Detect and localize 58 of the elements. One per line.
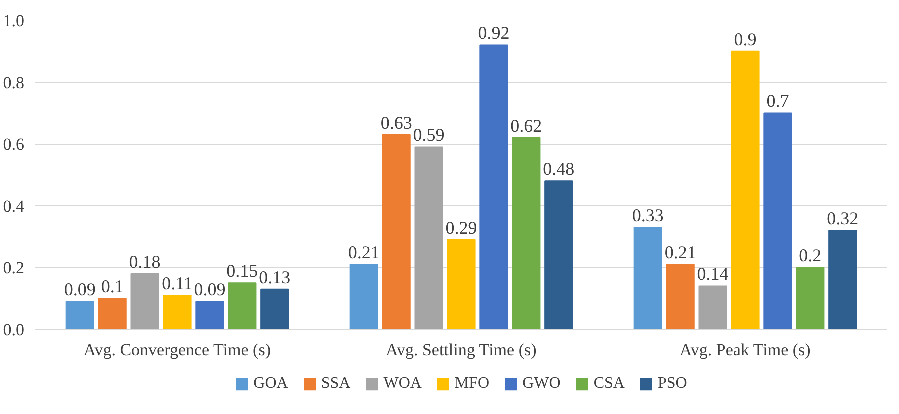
data-label: 0.7 xyxy=(766,91,790,112)
bar xyxy=(698,286,728,330)
bar xyxy=(731,50,760,330)
bar xyxy=(260,288,290,330)
data-label: 0.32 xyxy=(827,208,859,229)
bar xyxy=(764,112,792,330)
bar xyxy=(480,44,508,330)
bar xyxy=(666,264,695,330)
data-label: 0.21 xyxy=(348,242,380,263)
data-label: 0.18 xyxy=(129,252,161,272)
data-label: 0.1 xyxy=(101,276,124,297)
bar xyxy=(228,282,257,330)
bar xyxy=(796,267,825,330)
y-tick-label: 0.0 xyxy=(3,320,24,340)
bar xyxy=(634,227,662,330)
bar xyxy=(544,180,574,330)
data-label: 0.63 xyxy=(380,112,412,133)
y-tick-label: 0.6 xyxy=(3,135,24,154)
x-tick-label: Avg. Convergence Time (s) xyxy=(84,340,272,360)
data-label: 0.92 xyxy=(478,23,510,44)
data-label: 0.2 xyxy=(799,246,822,266)
data-label: 0.09 xyxy=(194,280,226,300)
bar xyxy=(414,146,444,330)
data-label: 0.15 xyxy=(226,261,258,282)
bar xyxy=(512,137,541,330)
bar xyxy=(350,264,378,330)
legend-label: SSA xyxy=(321,375,351,393)
y-tick-label: 0.4 xyxy=(3,196,25,216)
y-tick-label: 0.2 xyxy=(3,258,24,278)
bar xyxy=(828,230,858,330)
bar xyxy=(196,301,224,330)
legend-label: GWO xyxy=(522,375,561,393)
data-label: 0.11 xyxy=(162,274,193,294)
data-label: 0.33 xyxy=(632,206,664,226)
data-label: 0.59 xyxy=(413,125,445,146)
data-label: 0.13 xyxy=(259,267,291,288)
bar xyxy=(66,301,94,330)
x-tick-label: Avg. Peak Time (s) xyxy=(680,340,811,360)
legend-label: MFO xyxy=(454,375,490,393)
legend-label: WOA xyxy=(384,375,422,393)
bar xyxy=(130,273,160,330)
data-label: 0.21 xyxy=(664,242,696,263)
data-label: 0.62 xyxy=(510,116,542,136)
x-tick-label: Avg. Settling Time (s) xyxy=(386,340,537,360)
bar xyxy=(382,134,411,330)
legend-label: PSO xyxy=(658,375,688,393)
data-label: 0.09 xyxy=(64,280,96,300)
bar xyxy=(163,295,192,330)
data-label: 0.29 xyxy=(446,218,478,238)
bar xyxy=(98,298,127,330)
y-tick-label: 1.0 xyxy=(3,12,24,30)
y-tick-label: 0.8 xyxy=(3,73,24,92)
data-label: 0.48 xyxy=(543,159,575,180)
data-label: 0.9 xyxy=(734,29,757,50)
legend-label: CSA xyxy=(594,375,625,393)
bar xyxy=(447,239,476,330)
legend-label: GOA xyxy=(254,375,288,393)
data-label: 0.14 xyxy=(697,264,729,284)
